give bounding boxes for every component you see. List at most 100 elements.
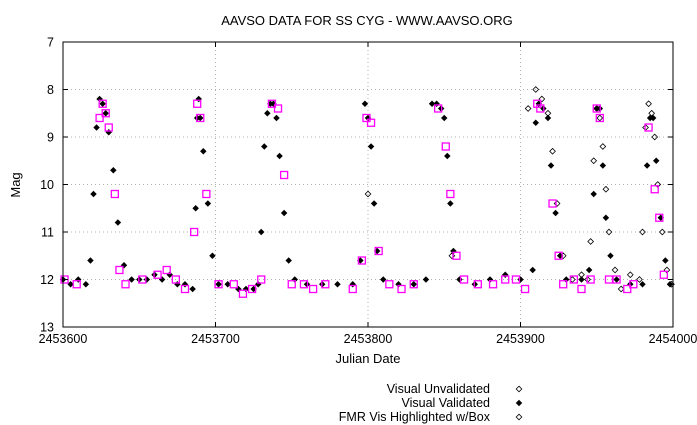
x-tick-label: 2453800 — [344, 332, 393, 346]
y-axis-label: Mag — [8, 172, 23, 197]
validated-point — [666, 281, 674, 288]
fmr-box-point — [153, 270, 162, 279]
fmr-box-point — [287, 280, 296, 289]
validated-point — [192, 205, 199, 212]
validated-point — [273, 114, 280, 122]
fmr-box-point — [115, 265, 124, 275]
fmr-box-point — [110, 189, 119, 199]
validated-point — [447, 200, 454, 207]
fmr-box-point — [189, 227, 199, 237]
fmr-box-point — [511, 275, 521, 284]
validated-point — [93, 124, 100, 131]
fmr-box-point — [101, 109, 110, 118]
fmr-box-point — [433, 104, 443, 113]
fmr-box-point — [559, 280, 568, 289]
validated-point — [280, 209, 288, 217]
fmr-box-point — [273, 104, 283, 113]
fmr-box-point — [247, 284, 257, 294]
fmr-box-point — [586, 275, 595, 284]
validated-point — [261, 143, 268, 150]
fmr-box-point — [385, 280, 394, 289]
fmr-box-point — [592, 104, 601, 113]
validated-point — [517, 276, 524, 283]
y-tick-label: 7 — [47, 36, 54, 50]
validated-point — [532, 119, 539, 126]
validated-point — [276, 152, 283, 160]
validated-point — [639, 281, 646, 288]
fmr-box-point — [441, 142, 450, 151]
validated-point — [552, 209, 559, 217]
x-tick-label: 2453900 — [496, 332, 545, 346]
legend-marker — [515, 399, 523, 407]
validated-point — [578, 276, 585, 283]
x-tick-label: 2453700 — [191, 332, 240, 346]
validated-point — [224, 281, 231, 288]
validated-point — [90, 190, 97, 198]
fmr-box-point — [193, 99, 202, 108]
validated-point — [361, 100, 369, 107]
fmr-box-point — [279, 170, 289, 180]
fmr-box-point — [536, 104, 545, 113]
unvalidated-point — [578, 271, 585, 279]
validated-point — [87, 257, 94, 264]
unvalidated-point — [599, 143, 607, 150]
fmr-box-point — [520, 284, 530, 294]
validated-point — [110, 167, 117, 174]
validated-point — [258, 228, 265, 236]
fmr-box-point — [623, 284, 632, 294]
fmr-box-point — [121, 280, 130, 289]
fmr-box-point — [595, 113, 604, 123]
unvalidated-point — [636, 276, 643, 283]
validated-point — [285, 257, 292, 264]
validated-point — [602, 214, 610, 221]
y-tick-label: 12 — [40, 273, 54, 287]
y-tick-label: 11 — [41, 226, 54, 240]
validated-point — [102, 110, 109, 117]
fmr-box-point — [655, 213, 664, 222]
validated-point — [428, 100, 436, 107]
fmr-box-point — [548, 199, 557, 208]
fmr-box-point — [299, 280, 309, 289]
fmr-box-point — [374, 246, 383, 256]
x-tick-label: 2453600 — [39, 332, 88, 346]
fmr-box-point — [196, 113, 205, 123]
validated-point — [128, 276, 135, 283]
chart-title: AAVSO DATA FOR SS CYG - WWW.AAVSO.ORG — [221, 13, 513, 28]
validated-point — [200, 148, 207, 155]
fmr-box-point — [321, 280, 330, 289]
validated-point — [662, 257, 669, 264]
validated-point — [599, 162, 607, 169]
validated-point — [197, 114, 204, 122]
fmr-box-point — [501, 275, 510, 284]
validated-point — [367, 143, 375, 150]
validated-point — [502, 271, 509, 278]
unvalidated-point — [448, 252, 456, 260]
y-tick-label: 10 — [40, 178, 54, 192]
validated-point — [456, 276, 463, 283]
fmr-box-point — [459, 275, 469, 284]
legend-label: Visual Unvalidated — [387, 382, 490, 396]
fmr-box-point — [60, 275, 69, 284]
validated-point — [158, 276, 166, 283]
y-tick-label: 8 — [47, 83, 54, 97]
validated-point — [590, 190, 597, 198]
validated-point — [143, 276, 151, 283]
validated-point — [204, 200, 212, 207]
unvalidated-point — [617, 285, 625, 293]
unvalidated-point — [590, 157, 598, 165]
fmr-box-point — [366, 118, 376, 127]
fmr-box-point — [644, 123, 653, 132]
validated-point — [380, 276, 387, 283]
legend-marker — [515, 385, 523, 393]
fmr-box-point — [612, 275, 621, 284]
unvalidated-point — [593, 105, 601, 112]
validated-point — [349, 281, 356, 288]
legend-marker — [515, 413, 523, 421]
fmr-box-point — [214, 280, 223, 289]
fmr-box-point — [202, 189, 211, 199]
unvalidated-point — [559, 252, 567, 260]
validated-point — [649, 114, 657, 122]
validated-point — [105, 129, 112, 136]
fmr-box-point — [72, 280, 81, 289]
fmr-box-point — [659, 270, 668, 279]
